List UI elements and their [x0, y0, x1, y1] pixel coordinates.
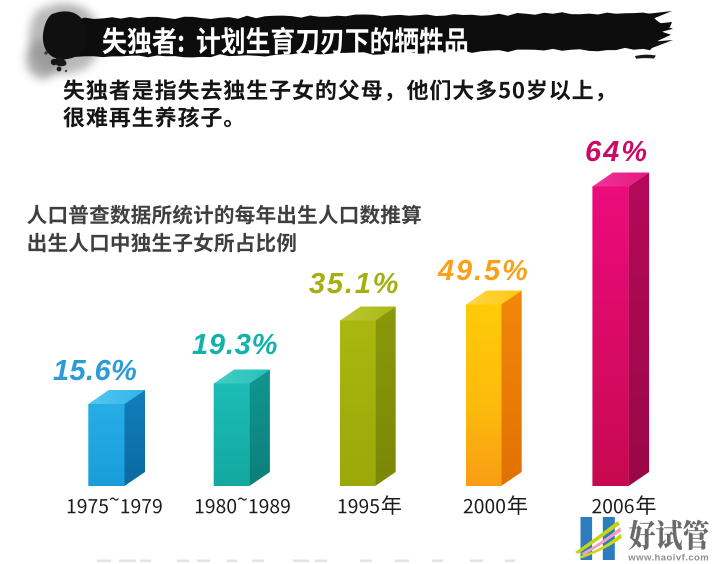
svg-text:www.haoivf.com: www.haoivf.com — [627, 552, 709, 563]
